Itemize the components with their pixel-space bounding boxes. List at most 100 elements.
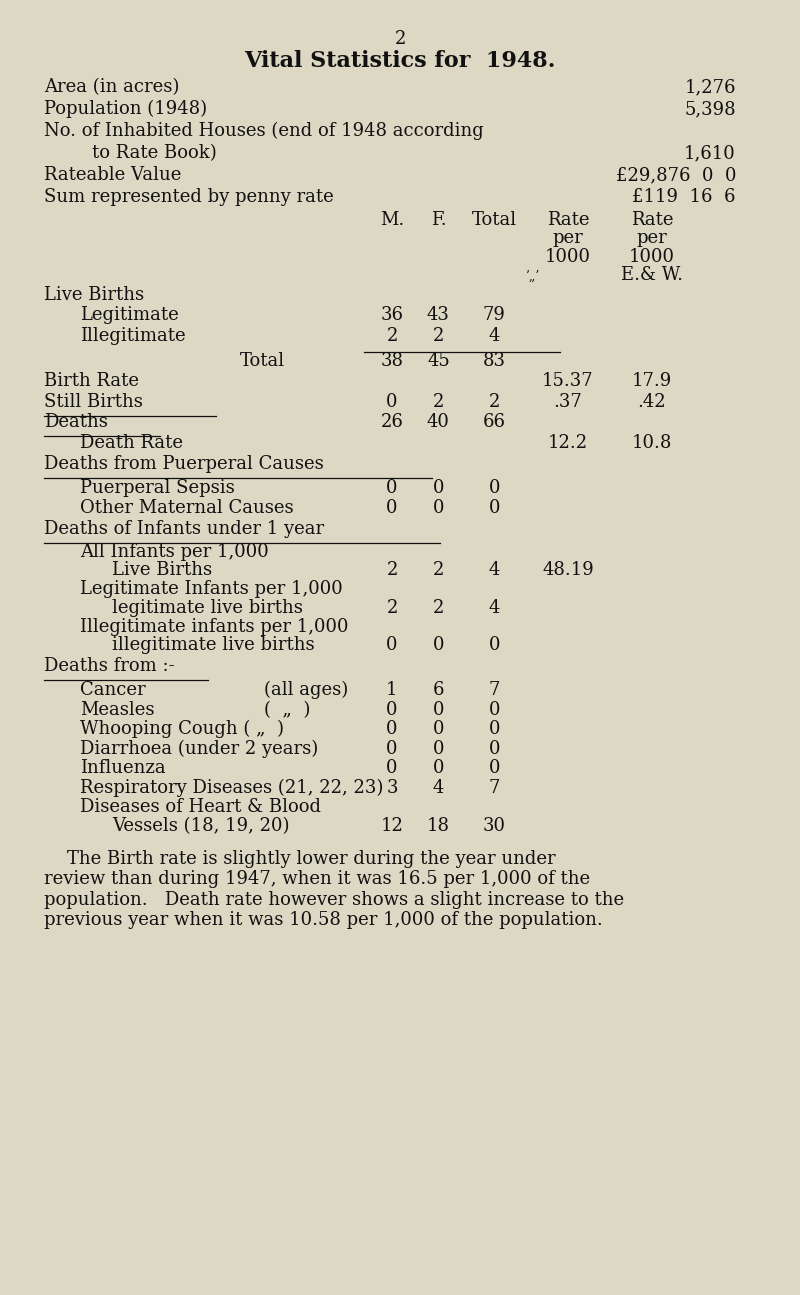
- Text: 2: 2: [386, 561, 398, 579]
- Text: per: per: [553, 229, 583, 247]
- Text: 38: 38: [381, 352, 403, 370]
- Text: 18: 18: [427, 817, 450, 835]
- Text: 1,276: 1,276: [685, 78, 736, 96]
- Text: 1: 1: [386, 681, 398, 699]
- Text: Live Births: Live Births: [112, 561, 212, 579]
- Text: Total: Total: [240, 352, 285, 370]
- Text: 0: 0: [386, 759, 398, 777]
- Text: 1000: 1000: [545, 247, 591, 265]
- Text: 83: 83: [483, 352, 506, 370]
- Text: 0: 0: [386, 479, 398, 497]
- Text: 0: 0: [386, 739, 398, 758]
- Text: 2: 2: [433, 392, 444, 411]
- Text: 3: 3: [386, 778, 398, 796]
- Text: Deaths from Puerperal Causes: Deaths from Puerperal Causes: [44, 455, 324, 473]
- Text: 0: 0: [489, 720, 500, 738]
- Text: 2: 2: [489, 392, 500, 411]
- Text: 0: 0: [489, 479, 500, 497]
- Text: legitimate live births: legitimate live births: [112, 598, 303, 616]
- Text: 0: 0: [489, 759, 500, 777]
- Text: Vital Statistics for  1948.: Vital Statistics for 1948.: [244, 51, 556, 73]
- Text: 12.2: 12.2: [548, 434, 588, 452]
- Text: .42: .42: [638, 392, 666, 411]
- Text: 17.9: 17.9: [632, 372, 672, 390]
- Text: M.: M.: [380, 211, 404, 229]
- Text: 79: 79: [483, 306, 506, 324]
- Text: Rate: Rate: [546, 211, 590, 229]
- Text: 0: 0: [386, 720, 398, 738]
- Text: (  „  ): ( „ ): [264, 701, 310, 719]
- Text: 2: 2: [386, 326, 398, 344]
- Text: 30: 30: [483, 817, 506, 835]
- Text: 43: 43: [427, 306, 450, 324]
- Text: 4: 4: [489, 561, 500, 579]
- Text: Legitimate Infants per 1,000: Legitimate Infants per 1,000: [80, 580, 342, 598]
- Text: E.& W.: E.& W.: [621, 265, 683, 284]
- Text: £29,876  0  0: £29,876 0 0: [615, 166, 736, 184]
- Text: 2: 2: [433, 561, 444, 579]
- Text: Influenza: Influenza: [80, 759, 166, 777]
- Text: 6: 6: [433, 681, 444, 699]
- Text: Rate: Rate: [630, 211, 674, 229]
- Text: Whooping Cough ( „  ): Whooping Cough ( „ ): [80, 720, 284, 738]
- Text: 5,398: 5,398: [684, 100, 736, 118]
- Text: 0: 0: [386, 701, 398, 719]
- Text: 7: 7: [489, 778, 500, 796]
- Text: Measles: Measles: [80, 701, 154, 719]
- Text: 66: 66: [483, 413, 506, 431]
- Text: Population (1948): Population (1948): [44, 100, 207, 118]
- Text: 1,610: 1,610: [684, 144, 736, 162]
- Text: 0: 0: [433, 739, 444, 758]
- Text: 2: 2: [433, 598, 444, 616]
- Text: 2: 2: [433, 326, 444, 344]
- Text: Deaths: Deaths: [44, 413, 108, 431]
- Text: 0: 0: [489, 499, 500, 517]
- Text: Legitimate: Legitimate: [80, 306, 178, 324]
- Text: (all ages): (all ages): [264, 681, 348, 699]
- Text: Diarrhoea (under 2 years): Diarrhoea (under 2 years): [80, 739, 318, 758]
- Text: Live Births: Live Births: [44, 286, 144, 304]
- Text: 1000: 1000: [629, 247, 675, 265]
- Text: Total: Total: [472, 211, 517, 229]
- Text: 4: 4: [489, 326, 500, 344]
- Text: 7: 7: [489, 681, 500, 699]
- Text: 2: 2: [386, 598, 398, 616]
- Text: to Rate Book): to Rate Book): [92, 144, 217, 162]
- Text: 0: 0: [433, 701, 444, 719]
- Text: Rateable Value: Rateable Value: [44, 166, 182, 184]
- Text: Sum represented by penny rate: Sum represented by penny rate: [44, 188, 334, 206]
- Text: Illegitimate: Illegitimate: [80, 326, 186, 344]
- Text: Birth Rate: Birth Rate: [44, 372, 139, 390]
- Text: 0: 0: [433, 636, 444, 654]
- Text: 10.8: 10.8: [632, 434, 672, 452]
- Text: Vessels (18, 19, 20): Vessels (18, 19, 20): [112, 817, 290, 835]
- Text: 4: 4: [489, 598, 500, 616]
- Text: Illegitimate infants per 1,000: Illegitimate infants per 1,000: [80, 618, 349, 636]
- Text: The Birth rate is slightly lower during the year under: The Birth rate is slightly lower during …: [44, 850, 556, 868]
- Text: review than during 1947, when it was 16.5 per 1,000 of the: review than during 1947, when it was 16.…: [44, 870, 590, 888]
- Text: 0: 0: [489, 739, 500, 758]
- Text: 0: 0: [433, 720, 444, 738]
- Text: Area (in acres): Area (in acres): [44, 78, 179, 96]
- Text: 2: 2: [394, 30, 406, 48]
- Text: previous year when it was 10.58 per 1,000 of the population.: previous year when it was 10.58 per 1,00…: [44, 912, 602, 929]
- Text: 0: 0: [433, 759, 444, 777]
- Text: 48.19: 48.19: [542, 561, 594, 579]
- Text: Still Births: Still Births: [44, 392, 143, 411]
- Text: 0: 0: [386, 636, 398, 654]
- Text: No. of Inhabited Houses (end of 1948 according: No. of Inhabited Houses (end of 1948 acc…: [44, 122, 484, 140]
- Text: Diseases of Heart & Blood: Diseases of Heart & Blood: [80, 798, 321, 816]
- Text: Puerperal Sepsis: Puerperal Sepsis: [80, 479, 234, 497]
- Text: 0: 0: [433, 479, 444, 497]
- Text: 4: 4: [433, 778, 444, 796]
- Text: £119  16  6: £119 16 6: [633, 188, 736, 206]
- Text: 36: 36: [381, 306, 403, 324]
- Text: 26: 26: [381, 413, 403, 431]
- Text: Cancer: Cancer: [80, 681, 146, 699]
- Text: Death Rate: Death Rate: [80, 434, 183, 452]
- Text: 0: 0: [433, 499, 444, 517]
- Text: 45: 45: [427, 352, 450, 370]
- Text: F.: F.: [430, 211, 446, 229]
- Text: 40: 40: [427, 413, 450, 431]
- Text: 15.37: 15.37: [542, 372, 594, 390]
